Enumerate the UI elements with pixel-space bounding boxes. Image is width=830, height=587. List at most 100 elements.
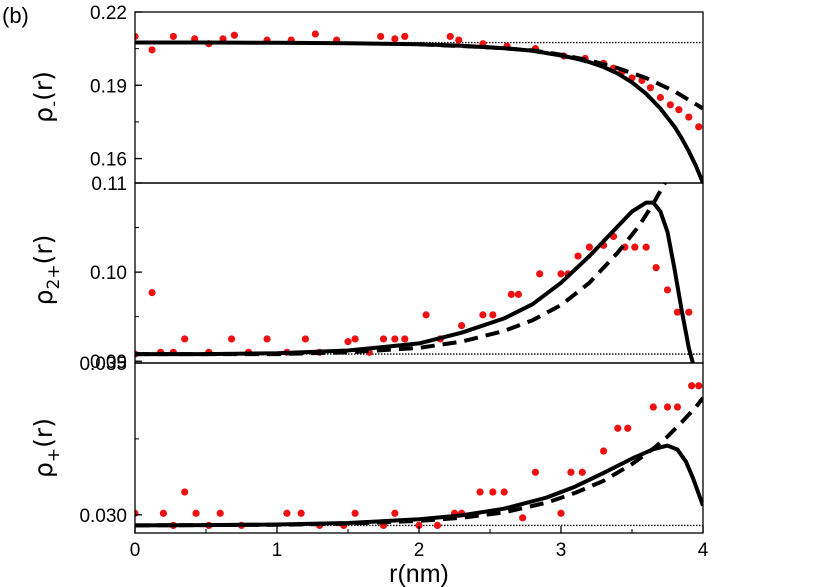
data-point [673,308,682,316]
data-point [415,521,423,530]
y-tick-label: 0.09 [90,352,127,373]
data-point [500,488,508,496]
data-point [433,521,442,530]
data-point [422,311,430,319]
y-axis-label: ρ-(r) [29,71,64,123]
data-point [230,31,238,39]
data-point [536,270,544,278]
data-point [191,368,198,375]
data-point [181,488,189,496]
y-axis-label: ρ2+(r) [29,235,64,306]
panel-2: 0.09 0.10 0.11 ρ2+(r) [29,174,704,375]
data-point [600,447,608,455]
data-point [519,514,527,522]
data-point [377,32,385,41]
data-point [646,84,655,92]
series-dashed-curve [418,42,703,111]
x-tick-label: 2 [414,540,425,561]
data-point [148,289,156,297]
x-tick-label: 1 [272,540,283,561]
panel-frame [134,182,704,364]
data-point [557,509,565,517]
data-point [351,509,359,517]
data-point [401,32,409,41]
data-point [649,403,657,411]
plot-area [135,30,703,183]
data-point [135,32,139,41]
data-point [181,335,189,343]
data-point [652,264,660,272]
series-dashed-curve [135,396,703,528]
data-point [574,252,582,260]
data-point [695,123,703,131]
y-tick-label: 0.11 [91,174,127,195]
series-data-points [135,382,703,530]
data-point [351,335,359,343]
data-point [379,335,388,343]
x-tick-label: 4 [698,540,709,561]
data-point [514,290,523,298]
data-point [401,335,409,343]
data-point [631,243,639,251]
data-point [301,335,309,343]
data-point [614,424,622,432]
data-point [217,368,224,375]
data-point [391,35,399,43]
data-point [666,101,674,109]
data-point [148,46,156,54]
x-tick-label: 0 [130,540,141,561]
data-point [675,106,683,114]
series-dashed-curve [135,183,668,357]
data-point [263,335,271,343]
data-point [489,488,497,496]
series-solid-curve [135,40,703,183]
data-point [557,270,565,278]
data-point [344,338,352,346]
x-axis-label: r(nm) [389,560,449,587]
data-point [489,311,497,319]
data-point [695,382,703,390]
data-point [507,290,515,298]
data-point [663,286,672,294]
chart-panels: 0.16 0.19 0.22 ρ-(r) 0.09 0.10 0.11 ρ2+(r) 0.030… [29,3,709,587]
data-point [567,468,575,476]
x-tick-label: 3 [556,540,567,561]
plot-area [135,183,695,375]
data-point [585,243,594,251]
data-point [458,321,466,330]
data-point [446,32,454,41]
data-point [578,468,586,476]
panel-frame [134,362,704,534]
series-solid-curve [135,200,695,363]
panel-1: 0.16 0.19 0.22 ρ-(r) [29,3,704,184]
y-tick-label: 0.19 [90,76,127,97]
data-point [663,403,672,411]
data-point [159,509,167,517]
data-point [283,509,291,517]
data-point [391,335,399,343]
data-point [227,335,236,343]
data-point [479,311,487,319]
plot-area [135,382,703,530]
data-point [624,424,632,432]
data-point [169,32,177,41]
data-point [391,509,399,517]
panel-3: 0.030 0.035 0 1 2 3 4 ρ+(r) r(nm) [29,354,709,587]
y-tick-label: 0.16 [90,150,127,171]
data-point [656,93,665,102]
data-point [311,30,319,38]
data-point [216,509,224,517]
y-tick-label: 0.10 [90,263,127,284]
data-point [685,113,693,121]
panel-label: (b) [2,3,29,28]
data-point [531,468,540,476]
data-point [192,509,200,517]
data-point [476,488,484,496]
data-point [297,509,305,517]
y-tick-label: 0.035 [79,354,127,375]
data-point [688,382,696,390]
y-tick-label: 0.030 [79,506,127,527]
data-point [642,243,650,251]
y-axis-label: ρ+(r) [29,418,64,478]
